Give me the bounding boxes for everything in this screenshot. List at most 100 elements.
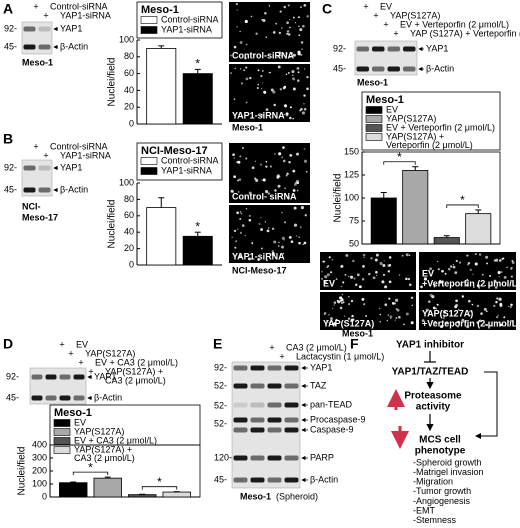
- lane-label: CA3 (2 μmol/L): [105, 375, 166, 385]
- nucleus: [478, 253, 482, 256]
- mw-marker: 45-: [4, 41, 17, 51]
- nucleus: [382, 273, 385, 276]
- cell-line: Meso-1: [357, 77, 388, 87]
- nucleus: [251, 242, 254, 244]
- y-axis-label: Nuclei/field: [333, 174, 344, 223]
- band-label: β-Actin: [94, 392, 122, 402]
- nucleus: [499, 323, 503, 327]
- nucleus: [281, 236, 285, 240]
- nucleus: [333, 304, 335, 306]
- blot-band: [284, 455, 299, 461]
- y-tick-label: 200: [32, 465, 47, 475]
- nucleus: [479, 319, 483, 323]
- nucleus: [292, 77, 296, 81]
- nucleus: [396, 308, 400, 312]
- legend-label: YAP(S127A): [74, 426, 124, 436]
- nucleus: [411, 304, 414, 307]
- blot-band: [59, 395, 71, 401]
- legend-swatch: [53, 437, 71, 445]
- nucleus: [268, 227, 270, 229]
- nucleus: [326, 273, 330, 277]
- legend-swatch: [365, 124, 383, 132]
- nucleus: [375, 253, 379, 257]
- nucleus: [324, 275, 328, 279]
- nucleus: [248, 214, 251, 217]
- nucleus: [498, 276, 500, 278]
- nucleus: [433, 283, 436, 286]
- nucleus: [473, 286, 475, 288]
- legend-label: Control-siRNA: [161, 14, 219, 24]
- nucleus: [337, 300, 341, 304]
- lane-sign: +: [373, 10, 378, 20]
- nucleus: [411, 321, 413, 324]
- mw-marker: 52-: [214, 418, 227, 428]
- nucleus: [288, 235, 292, 239]
- nucleus: [249, 76, 252, 80]
- band-label: YAP1: [94, 371, 116, 381]
- nucleus: [330, 317, 333, 321]
- nucleus: [286, 53, 288, 55]
- nucleus: [288, 160, 291, 164]
- nucleus: [268, 71, 270, 74]
- y-tick-label: 100: [119, 34, 134, 44]
- nucleus: [493, 279, 497, 283]
- nucleus: [325, 319, 328, 322]
- nucleus: [421, 319, 425, 323]
- complex: YAP1/TAZ/TEAD: [392, 367, 469, 378]
- significance-star: *: [195, 219, 200, 233]
- blot-band: [38, 165, 51, 171]
- micrograph-label: EV: [422, 268, 434, 278]
- nucleus: [285, 174, 288, 177]
- legend-swatch: [365, 106, 383, 114]
- blot-band: [372, 66, 385, 72]
- nucleus: [265, 36, 267, 38]
- nucleus: [236, 9, 238, 11]
- mw-marker: 92-: [214, 362, 227, 372]
- nucleus: [277, 245, 280, 247]
- y-tick-label: 50: [349, 238, 359, 248]
- band-label: YAP1: [310, 362, 332, 372]
- inhibitor: YAP1 inhibitor: [396, 340, 464, 351]
- nucleus: [472, 273, 474, 275]
- nucleus: [389, 315, 393, 318]
- outcome: -Migration: [413, 477, 453, 487]
- legend-swatch: [365, 115, 383, 123]
- nucleus: [265, 259, 268, 262]
- nucleus: [509, 305, 512, 309]
- y-tick-label: 150: [344, 146, 359, 156]
- y-tick-label: 20: [124, 243, 134, 253]
- nucleus: [286, 52, 288, 54]
- nucleus: [512, 322, 514, 324]
- nucleus: [458, 309, 460, 311]
- nucleus: [342, 281, 345, 284]
- nucleus: [254, 160, 257, 162]
- blot-band: [284, 477, 299, 483]
- chart-title: NCI-Meso-17: [141, 145, 208, 157]
- nucleus: [299, 28, 303, 32]
- nucleus: [480, 312, 483, 315]
- y-tick-label: 20: [124, 102, 134, 112]
- blot-band: [250, 402, 265, 408]
- nucleus: [286, 32, 289, 35]
- y-tick-label: 400: [32, 439, 47, 449]
- nucleus: [289, 55, 292, 59]
- mw-marker: 45-: [6, 392, 19, 402]
- legend-swatch: [53, 419, 71, 427]
- band-label: β-Actin: [60, 41, 88, 51]
- nucleus: [370, 257, 373, 260]
- blot-band: [23, 26, 36, 32]
- lane-sign: +: [393, 28, 398, 38]
- nucleus: [303, 107, 307, 111]
- nucleus: [331, 307, 334, 310]
- bar: [162, 491, 191, 498]
- nucleus: [362, 253, 366, 257]
- nucleus: [388, 256, 392, 259]
- nucleus: [262, 70, 264, 72]
- nucleus: [250, 15, 253, 18]
- blot-band: [250, 417, 265, 423]
- lane-label: YAP(S127A) +: [105, 366, 163, 376]
- nucleus: [239, 155, 242, 158]
- micrograph: [229, 64, 310, 122]
- y-tick-label: 100: [344, 192, 359, 202]
- blot-membrane: [231, 361, 301, 489]
